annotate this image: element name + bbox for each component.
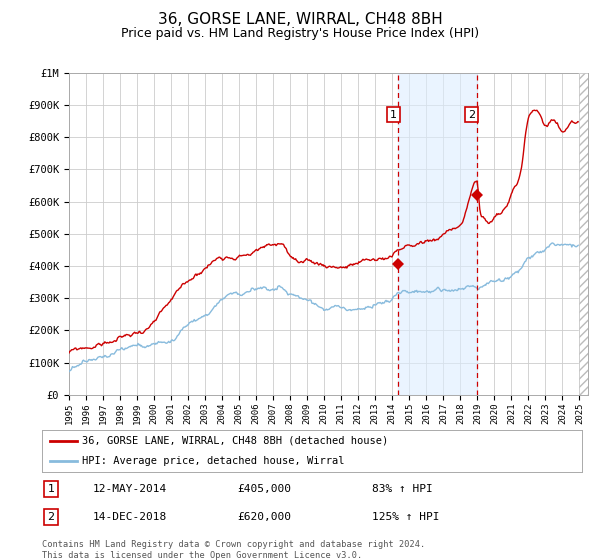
Text: 36, GORSE LANE, WIRRAL, CH48 8BH (detached house): 36, GORSE LANE, WIRRAL, CH48 8BH (detach…	[83, 436, 389, 446]
Text: 125% ↑ HPI: 125% ↑ HPI	[372, 512, 439, 522]
Text: Contains HM Land Registry data © Crown copyright and database right 2024.
This d: Contains HM Land Registry data © Crown c…	[42, 540, 425, 560]
Polygon shape	[580, 73, 588, 395]
Text: 36, GORSE LANE, WIRRAL, CH48 8BH: 36, GORSE LANE, WIRRAL, CH48 8BH	[158, 12, 442, 27]
Bar	[398, 73, 476, 395]
Text: 2: 2	[468, 110, 475, 120]
Text: 2: 2	[47, 512, 55, 522]
Text: HPI: Average price, detached house, Wirral: HPI: Average price, detached house, Wirr…	[83, 456, 345, 466]
Polygon shape	[580, 73, 588, 395]
Text: £405,000: £405,000	[237, 484, 291, 494]
Text: £620,000: £620,000	[237, 512, 291, 522]
Text: 83% ↑ HPI: 83% ↑ HPI	[372, 484, 433, 494]
Text: 12-MAY-2014: 12-MAY-2014	[93, 484, 167, 494]
Text: 1: 1	[47, 484, 55, 494]
Text: Price paid vs. HM Land Registry's House Price Index (HPI): Price paid vs. HM Land Registry's House …	[121, 27, 479, 40]
Text: 14-DEC-2018: 14-DEC-2018	[93, 512, 167, 522]
Text: 1: 1	[390, 110, 397, 120]
